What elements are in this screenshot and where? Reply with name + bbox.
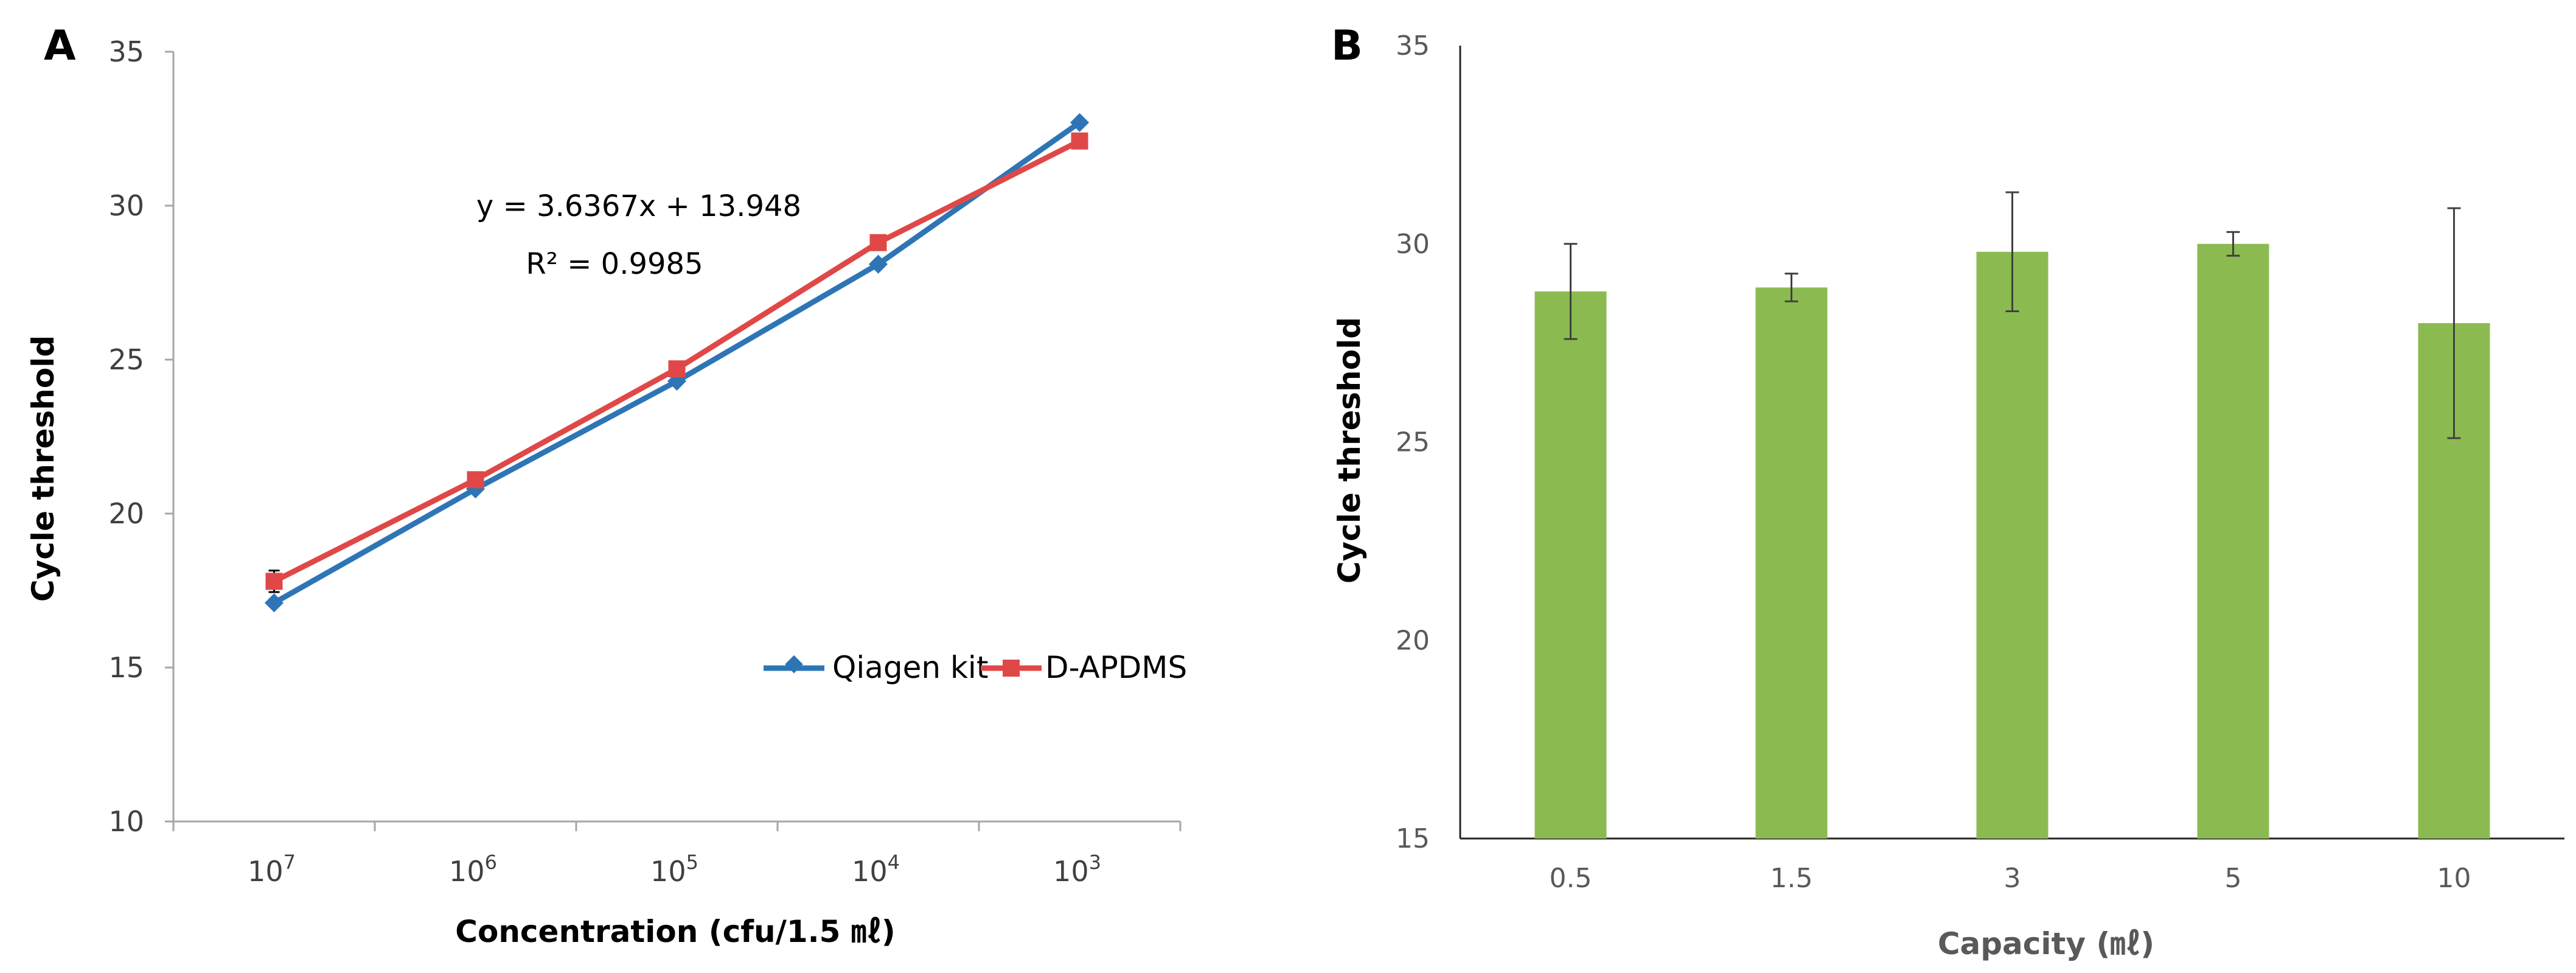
bar-1.5 bbox=[1755, 287, 1828, 839]
y-tick-label: 25 bbox=[1396, 427, 1430, 458]
legend-label-dapdms: D-APDMS bbox=[1045, 650, 1187, 685]
legend-label-qiagen: Qiagen kit bbox=[832, 650, 988, 685]
data-point-dapdms bbox=[668, 360, 686, 378]
y-tick-label: 15 bbox=[1396, 823, 1430, 854]
x-tick-label: 1.5 bbox=[1770, 863, 1813, 894]
data-point-dapdms bbox=[265, 573, 283, 590]
data-point-dapdms bbox=[869, 234, 887, 251]
panel-b-letter: B bbox=[1331, 22, 1363, 70]
data-point-qiagen bbox=[868, 254, 888, 274]
y-tick-label: 35 bbox=[108, 35, 144, 68]
x-axis-title-b: Capacity (㎖) bbox=[1938, 926, 2154, 961]
x-tick-label: 107 bbox=[248, 851, 296, 888]
r-squared-value: = 0.9985 bbox=[567, 247, 703, 281]
legend-marker-dapdms bbox=[1003, 660, 1020, 677]
y-tick-label: 10 bbox=[108, 805, 144, 838]
y-tick-label: 20 bbox=[108, 497, 144, 530]
y-tick-label: 30 bbox=[1396, 229, 1430, 260]
y-tick-label: 20 bbox=[1396, 625, 1430, 656]
x-tick-label: 10 bbox=[2437, 863, 2471, 894]
r-squared-label: R² bbox=[526, 247, 558, 281]
bar-0.5 bbox=[1534, 291, 1607, 839]
y-tick-label: 25 bbox=[108, 343, 144, 376]
data-point-dapdms bbox=[1071, 132, 1088, 150]
y-tick-label: 30 bbox=[108, 189, 144, 222]
bar-5 bbox=[2197, 243, 2269, 839]
line-chart-panel-a: 10 15 20 25 30 35 107 106 105 104 103 y = 3.6367x… bbox=[26, 35, 1187, 949]
y-tick-label: 35 bbox=[1396, 30, 1430, 61]
regression-equation: y = 3.6367x + 13.948 bbox=[476, 189, 801, 223]
x-tick-label: 106 bbox=[449, 851, 497, 888]
legend: Qiagen kit D-APDMS bbox=[764, 650, 1187, 685]
panel-a-letter: A bbox=[44, 22, 76, 70]
x-tick-label: 105 bbox=[650, 851, 698, 888]
y-axis-title-a: Cycle threshold bbox=[26, 335, 61, 602]
x-tick-label: 104 bbox=[852, 851, 900, 888]
data-point-qiagen bbox=[264, 593, 284, 613]
data-point-dapdms bbox=[467, 471, 484, 489]
x-tick-label: 5 bbox=[2225, 863, 2242, 894]
x-axis-title-a: Concentration (cfu/1.5 ㎖) bbox=[455, 914, 895, 949]
legend-marker-qiagen bbox=[785, 655, 803, 674]
x-tick-label: 0.5 bbox=[1550, 863, 1592, 894]
y-axis-title-b: Cycle threshold bbox=[1332, 317, 1367, 584]
x-tick-label: 103 bbox=[1053, 851, 1101, 888]
x-tick-label: 3 bbox=[2004, 863, 2021, 894]
r-squared-text: R² = 0.9985 bbox=[526, 247, 703, 281]
bar-3 bbox=[1976, 251, 2049, 839]
y-tick-label: 15 bbox=[108, 651, 144, 684]
